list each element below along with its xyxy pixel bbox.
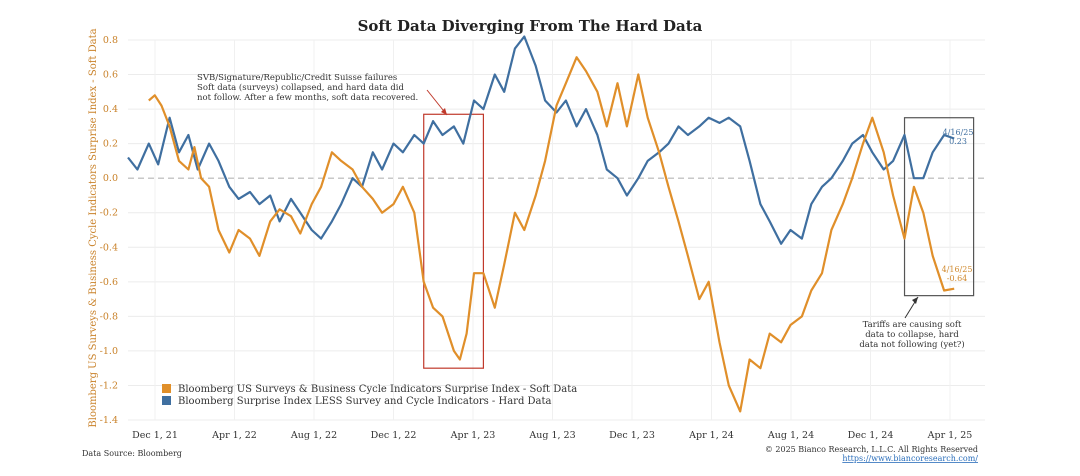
series-layer	[127, 35, 955, 413]
tariff-annotation-line: Tariffs are causing soft	[863, 320, 962, 330]
hard-data-line	[127, 35, 955, 245]
x-tick-label: Dec 1, 23	[609, 430, 655, 441]
copyright-text: © 2025 Bianco Research, L.L.C. All Right…	[765, 445, 978, 454]
x-tick-label: Aug 1, 22	[290, 430, 337, 441]
x-tick-label: Apr 1, 23	[450, 430, 496, 441]
website-link[interactable]: https://www.biancoresearch.com/	[842, 454, 978, 463]
svb-highlight-box	[423, 113, 485, 369]
soft-last-value-label: 4/16/25	[942, 265, 973, 274]
legend-label-hard: Bloomberg Surprise Index LESS Survey and…	[178, 396, 552, 407]
y-tick-label: -0.6	[100, 277, 118, 288]
svb-arrow-head	[441, 108, 447, 115]
chart-title: Soft Data Diverging From The Hard Data	[358, 17, 703, 35]
y-tick-label: 0.4	[103, 104, 118, 115]
svb-annotation-line: not follow. After a few months, soft dat…	[197, 93, 418, 103]
y-tick-label: -1.0	[100, 346, 118, 357]
y-tick-label: 0.8	[103, 35, 118, 46]
x-tick-label: Aug 1, 23	[528, 430, 575, 441]
y-tick-label: -0.4	[100, 242, 118, 253]
hard-last-value-label: 4/16/25	[943, 128, 974, 137]
x-tick-label: Dec 1, 21	[132, 430, 178, 441]
legend-swatch-hard	[162, 396, 171, 405]
y-tick-label: 0.2	[103, 139, 118, 150]
y-tick-label: -1.4	[100, 415, 118, 426]
y-tick-label: -1.2	[100, 380, 118, 391]
tariff-annotation-line: data to collapse, hard	[865, 330, 959, 340]
x-tick-label: Dec 1, 24	[848, 430, 894, 441]
y-axis-label: Bloomberg US Surveys & Business Cycle In…	[88, 28, 99, 427]
x-tick-label: Aug 1, 24	[767, 430, 814, 441]
soft-data-line	[148, 56, 955, 413]
tariff-arrow-head	[912, 297, 918, 304]
tick-layer: 0.8 0.6 0.4 0.2 0.0 -0.2 -0.4 -0.6 -0.8 -1.0 -1.2 -…	[100, 35, 973, 441]
x-tick-label: Dec 1, 22	[371, 430, 417, 441]
legend-swatch-soft	[162, 384, 171, 393]
annotation-layer: SVB/Signature/Republic/Credit Suisse fai…	[197, 73, 973, 350]
soft-last-value-label: -0.64	[947, 274, 968, 283]
y-tick-label: -0.2	[100, 208, 118, 219]
legend: Bloomberg US Surveys & Business Cycle In…	[162, 384, 577, 407]
legend-label-soft: Bloomberg US Surveys & Business Cycle In…	[178, 384, 577, 395]
grid-layer	[128, 39, 985, 421]
x-tick-label: Apr 1, 25	[927, 430, 973, 441]
highlight-box-layer	[423, 113, 975, 369]
tariff-highlight-box	[903, 117, 975, 297]
y-tick-label: 0.6	[103, 70, 118, 81]
x-tick-label: Apr 1, 24	[688, 430, 734, 441]
svb-annotation-line: SVB/Signature/Republic/Credit Suisse fai…	[197, 73, 397, 83]
tariff-annotation-line: data not following (yet?)	[859, 339, 964, 350]
data-source-text: Data Source: Bloomberg	[82, 449, 182, 458]
svb-annotation-line: Soft data (surveys) collapsed, and hard …	[197, 82, 404, 93]
y-tick-label: -0.8	[100, 311, 118, 322]
hard-last-value-label: 0.23	[949, 137, 967, 146]
y-tick-label: 0.0	[103, 173, 118, 184]
x-tick-label: Apr 1, 22	[211, 430, 257, 441]
